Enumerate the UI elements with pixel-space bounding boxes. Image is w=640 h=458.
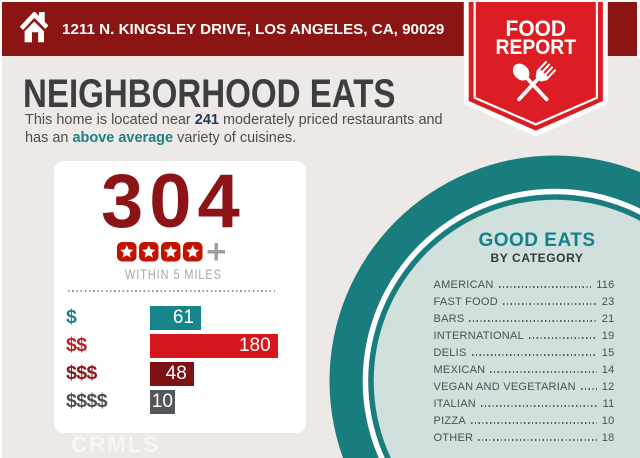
svg-text:FOOD: FOOD: [506, 16, 567, 41]
svg-text:REPORT: REPORT: [496, 35, 577, 59]
